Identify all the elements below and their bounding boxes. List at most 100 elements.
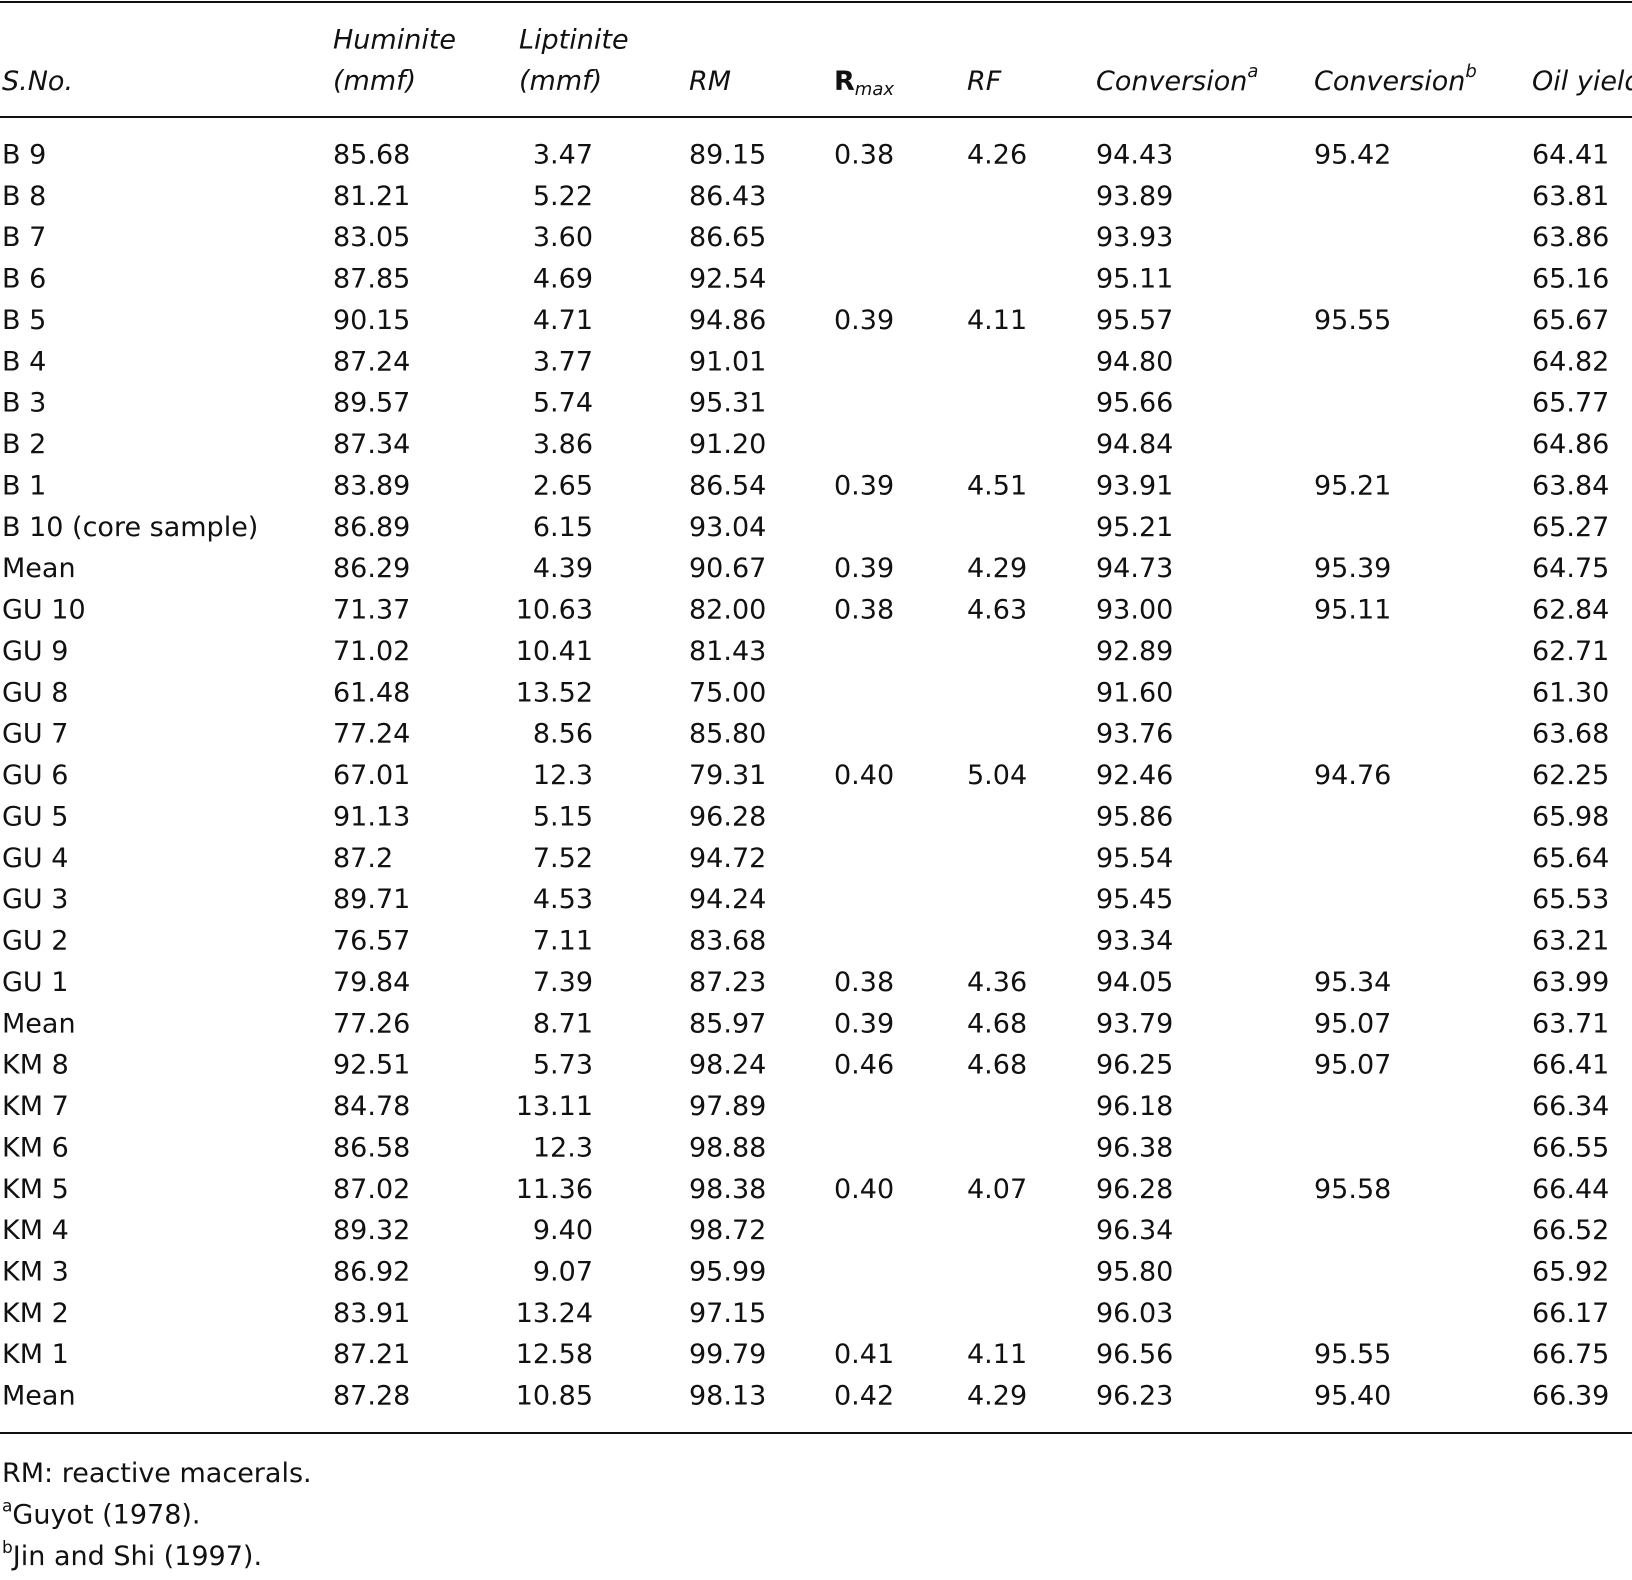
cell: 95.21 bbox=[1314, 470, 1391, 501]
cell: 5.15 bbox=[533, 801, 593, 832]
cell: 84.78 bbox=[333, 1091, 410, 1122]
cell: 95.42 bbox=[1314, 140, 1391, 171]
cell: 92.46 bbox=[1096, 760, 1173, 791]
cell: 65.98 bbox=[1532, 801, 1609, 832]
column-header: Oil yield bbox=[1532, 66, 1632, 97]
row-label: KM 3 bbox=[2, 1256, 69, 1287]
column-header: (mmf) bbox=[519, 66, 602, 97]
cell: 93.91 bbox=[1096, 470, 1173, 501]
row-label: B 1 bbox=[2, 470, 46, 501]
cell: 87.28 bbox=[333, 1381, 410, 1412]
cell: 87.2 bbox=[333, 843, 393, 874]
cell: 95.86 bbox=[1096, 801, 1173, 832]
cell: 92.89 bbox=[1096, 636, 1173, 667]
footnote-sup: a bbox=[2, 1497, 12, 1517]
cell: 87.85 bbox=[333, 264, 410, 295]
cell: 62.71 bbox=[1532, 636, 1609, 667]
header-text: R bbox=[834, 66, 855, 97]
row-label: GU 2 bbox=[2, 926, 68, 957]
cell: 7.52 bbox=[533, 843, 593, 874]
cell: 98.72 bbox=[689, 1215, 766, 1246]
cell: 64.86 bbox=[1532, 429, 1609, 460]
cell: 13.24 bbox=[516, 1298, 593, 1329]
cell: 8.56 bbox=[533, 719, 593, 750]
cell: 81.21 bbox=[333, 181, 410, 212]
column-header: Rmax bbox=[834, 66, 894, 101]
cell: 93.89 bbox=[1096, 181, 1173, 212]
header-text: Conversion bbox=[1314, 66, 1465, 97]
row-label: B 10 (core sample) bbox=[2, 512, 258, 543]
cell: 67.01 bbox=[333, 760, 410, 791]
cell: 95.07 bbox=[1314, 1008, 1391, 1039]
row-label: B 3 bbox=[2, 388, 46, 419]
cell: 83.89 bbox=[333, 470, 410, 501]
cell: 66.39 bbox=[1532, 1381, 1609, 1412]
cell: 12.3 bbox=[533, 760, 593, 791]
cell: 90.67 bbox=[689, 553, 766, 584]
cell: 91.13 bbox=[333, 801, 410, 832]
cell: 63.71 bbox=[1532, 1008, 1609, 1039]
header-text: RM bbox=[689, 66, 731, 97]
row-label: GU 9 bbox=[2, 636, 68, 667]
row-label: KM 2 bbox=[2, 1298, 69, 1329]
cell: 4.07 bbox=[967, 1174, 1027, 1205]
cell: 63.86 bbox=[1532, 222, 1609, 253]
footnote: bJin and Shi (1997). bbox=[2, 1538, 262, 1572]
cell: 63.99 bbox=[1532, 967, 1609, 998]
cell: 0.38 bbox=[834, 595, 894, 626]
cell: 0.40 bbox=[834, 760, 894, 791]
footnote: RM: reactive macerals. bbox=[2, 1458, 312, 1489]
row-label: B 2 bbox=[2, 429, 46, 460]
cell: 87.23 bbox=[689, 967, 766, 998]
cell: 95.45 bbox=[1096, 884, 1173, 915]
cell: 4.11 bbox=[967, 1339, 1027, 1370]
footnote-sup: b bbox=[2, 1538, 13, 1558]
row-label: GU 3 bbox=[2, 884, 68, 915]
cell: 65.77 bbox=[1532, 388, 1609, 419]
cell: 0.38 bbox=[834, 140, 894, 171]
cell: 0.41 bbox=[834, 1339, 894, 1370]
cell: 95.34 bbox=[1314, 967, 1391, 998]
cell: 83.05 bbox=[333, 222, 410, 253]
cell: 95.80 bbox=[1096, 1256, 1173, 1287]
cell: 85.80 bbox=[689, 719, 766, 750]
row-label: KM 1 bbox=[2, 1339, 69, 1370]
cell: 99.79 bbox=[689, 1339, 766, 1370]
cell: 10.63 bbox=[516, 595, 593, 626]
cell: 63.68 bbox=[1532, 719, 1609, 750]
cell: 6.15 bbox=[533, 512, 593, 543]
footnote: aGuyot (1978). bbox=[2, 1497, 201, 1531]
cell: 96.25 bbox=[1096, 1050, 1173, 1081]
cell: 86.58 bbox=[333, 1132, 410, 1163]
footnote-text: RM: reactive macerals. bbox=[2, 1458, 312, 1489]
cell: 0.39 bbox=[834, 553, 894, 584]
row-label: KM 8 bbox=[2, 1050, 69, 1081]
footnote-text: Guyot (1978). bbox=[12, 1499, 200, 1530]
cell: 96.03 bbox=[1096, 1298, 1173, 1329]
cell: 82.00 bbox=[689, 595, 766, 626]
header-text: RF bbox=[967, 66, 1002, 97]
column-header: RM bbox=[689, 66, 731, 97]
cell: 65.27 bbox=[1532, 512, 1609, 543]
cell: 66.17 bbox=[1532, 1298, 1609, 1329]
cell: 4.71 bbox=[533, 305, 593, 336]
cell: 81.43 bbox=[689, 636, 766, 667]
cell: 10.85 bbox=[516, 1381, 593, 1412]
column-header: Huminite bbox=[333, 25, 456, 56]
cell: 85.97 bbox=[689, 1008, 766, 1039]
cell: 7.11 bbox=[533, 926, 593, 957]
row-label: GU 4 bbox=[2, 843, 68, 874]
cell: 95.40 bbox=[1314, 1381, 1391, 1412]
cell: 13.52 bbox=[516, 677, 593, 708]
cell: 86.29 bbox=[333, 553, 410, 584]
footnote-text: Jin and Shi (1997). bbox=[11, 1541, 262, 1572]
cell: 8.71 bbox=[533, 1008, 593, 1039]
header-text: Oil yield bbox=[1532, 66, 1632, 97]
cell: 77.26 bbox=[333, 1008, 410, 1039]
cell: 96.28 bbox=[689, 801, 766, 832]
cell: 12.58 bbox=[516, 1339, 593, 1370]
cell: 2.65 bbox=[533, 470, 593, 501]
column-header: Conversiona bbox=[1096, 61, 1258, 97]
cell: 94.05 bbox=[1096, 967, 1173, 998]
cell: 96.56 bbox=[1096, 1339, 1173, 1370]
